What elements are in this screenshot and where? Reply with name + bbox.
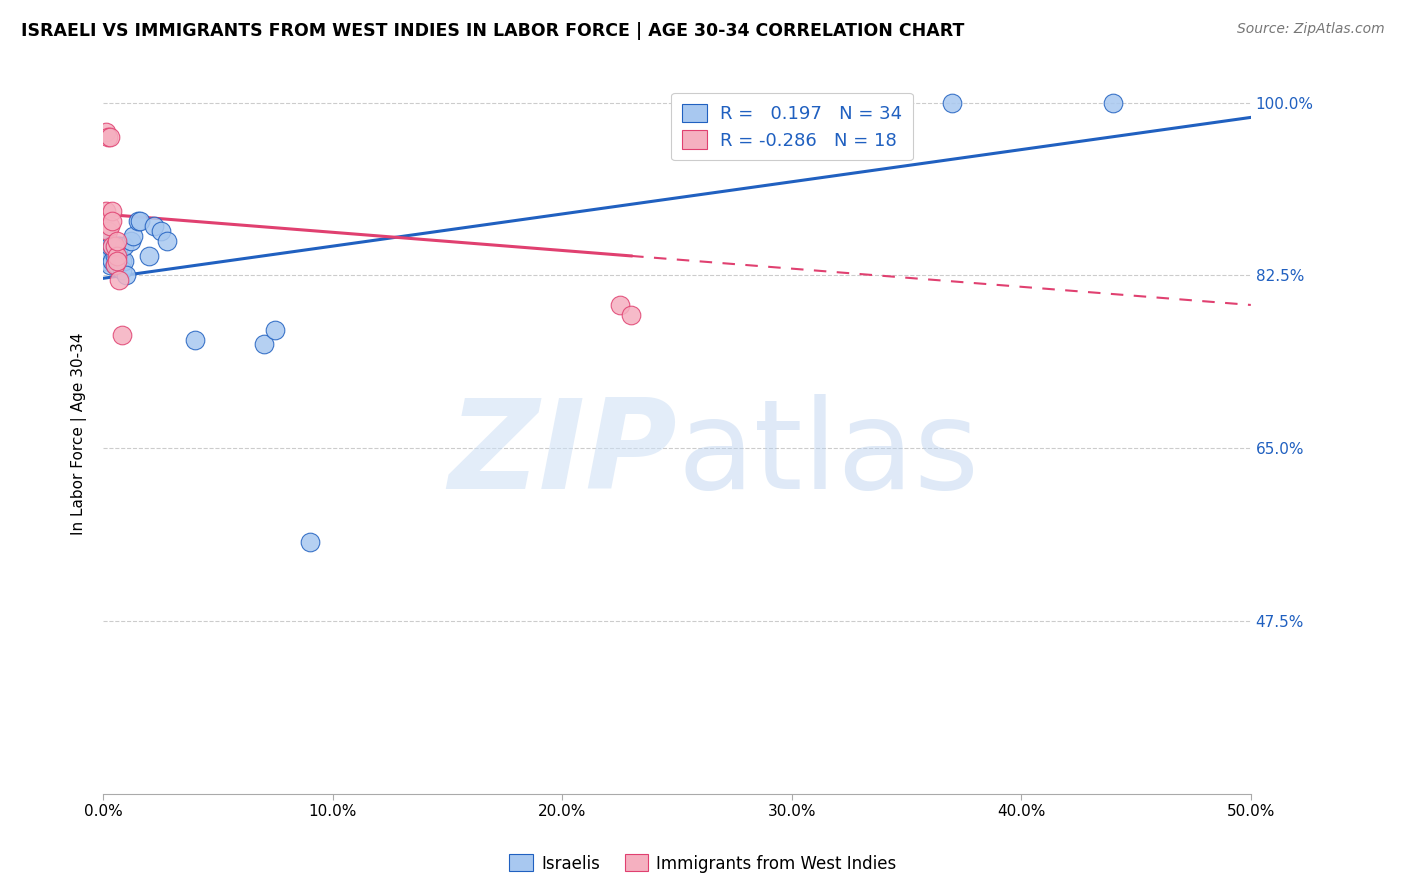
Point (104, 238, 127, 252)
Point (104, 238, 127, 252)
Point (104, 259, 127, 273)
Point (105, 249, 128, 263)
Legend: Israelis, Immigrants from West Indies: Israelis, Immigrants from West Indies (502, 847, 904, 880)
Point (105, 259, 128, 273)
Point (620, 308, 643, 322)
Point (98, 130, 121, 145)
Point (101, 214, 124, 228)
Point (94, 204, 117, 219)
Point (105, 249, 128, 263)
Legend: R =   0.197   N = 34, R = -0.286   N = 18: R = 0.197 N = 34, R = -0.286 N = 18 (671, 93, 912, 161)
Point (941, 95, 963, 110)
Point (101, 204, 124, 219)
Point (609, 298, 631, 312)
Point (97, 249, 120, 263)
Point (98, 259, 121, 273)
Point (298, 534, 321, 549)
Point (129, 214, 152, 228)
Point (110, 263, 132, 277)
Y-axis label: In Labor Force | Age 30-34: In Labor Force | Age 30-34 (72, 332, 87, 534)
Point (105, 253, 128, 268)
Text: atlas: atlas (678, 394, 979, 516)
Point (253, 337, 276, 351)
Point (94, 253, 117, 268)
Point (105, 234, 128, 248)
Point (112, 238, 135, 252)
Point (108, 273, 131, 287)
Point (97, 130, 120, 145)
Point (156, 234, 179, 248)
Point (101, 238, 124, 252)
Point (98, 219, 121, 233)
Point (110, 253, 132, 268)
Point (104, 259, 127, 273)
Text: ZIP: ZIP (449, 394, 678, 516)
Point (112, 253, 135, 268)
Point (184, 333, 207, 347)
Point (98, 238, 121, 252)
Point (149, 224, 172, 238)
Point (108, 238, 131, 252)
Point (138, 249, 160, 263)
Point (108, 238, 131, 252)
Point (97, 234, 120, 248)
Point (110, 327, 132, 342)
Point (1102, 95, 1125, 110)
Point (101, 238, 124, 252)
Point (142, 219, 165, 233)
Point (115, 268, 138, 283)
Point (264, 323, 287, 337)
Text: ISRAELI VS IMMIGRANTS FROM WEST INDIES IN LABOR FORCE | AGE 30-34 CORRELATION CH: ISRAELI VS IMMIGRANTS FROM WEST INDIES I… (21, 22, 965, 40)
Point (94, 125, 117, 139)
Point (104, 249, 127, 263)
Point (122, 228, 145, 243)
Point (108, 253, 131, 268)
Point (97, 224, 120, 238)
Point (127, 214, 149, 228)
Point (101, 253, 124, 268)
Point (120, 234, 142, 248)
Text: Source: ZipAtlas.com: Source: ZipAtlas.com (1237, 22, 1385, 37)
